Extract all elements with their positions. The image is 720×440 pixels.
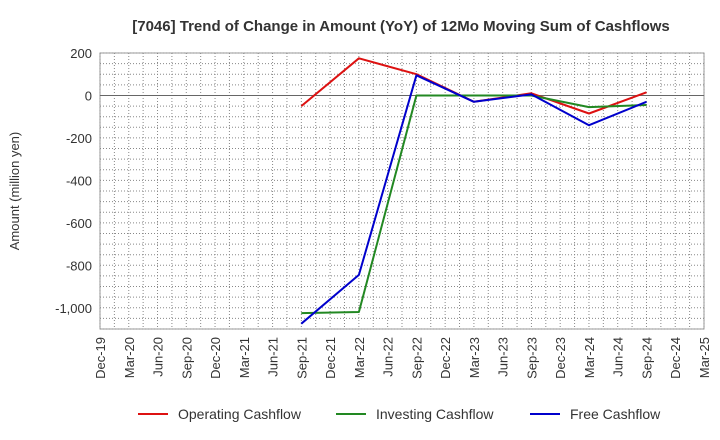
legend-label: Free Cashflow — [570, 406, 661, 422]
x-tick-label: Dec-22 — [438, 337, 453, 379]
x-tick-label: Dec-24 — [668, 337, 683, 379]
x-tick-label: Mar-25 — [697, 337, 712, 378]
x-tick-label: Sep-20 — [179, 337, 194, 379]
legend-label: Operating Cashflow — [178, 406, 302, 422]
x-tick-label: Mar-21 — [237, 337, 252, 378]
x-tick-label: Jun-23 — [496, 337, 511, 377]
x-tick-label: Jun-22 — [381, 337, 396, 377]
grid — [99, 52, 705, 330]
y-tick-label: -600 — [66, 216, 92, 231]
x-tick-label: Mar-23 — [467, 337, 482, 378]
x-tick-label: Dec-21 — [323, 337, 338, 379]
x-tick-label: Dec-20 — [208, 337, 223, 379]
chart-title: [7046] Trend of Change in Amount (YoY) o… — [132, 18, 670, 35]
y-tick-label: 200 — [70, 46, 92, 61]
x-tick-label: Jun-20 — [151, 337, 166, 377]
x-tick-label: Mar-20 — [122, 337, 137, 378]
x-tick-label: Sep-23 — [524, 337, 539, 379]
x-tick-label: Sep-21 — [294, 337, 309, 379]
legend-label: Investing Cashflow — [376, 406, 494, 422]
x-tick-label: Sep-24 — [639, 337, 654, 379]
y-axis-label: Amount (million yen) — [7, 132, 22, 251]
y-axis-ticks: 200 0 -200 -400 -600 -800 -1,000 — [55, 46, 92, 316]
y-tick-label: -200 — [66, 131, 92, 146]
x-tick-label: Mar-24 — [582, 337, 597, 378]
x-tick-label: Mar-22 — [352, 337, 367, 378]
y-tick-label: 0 — [85, 88, 92, 103]
y-tick-label: -400 — [66, 173, 92, 188]
x-tick-label: Sep-22 — [409, 337, 424, 379]
x-axis-ticks: Dec-19 Mar-20 Jun-20 Sep-20 Dec-20 Mar-21 Jun-… — [93, 337, 712, 379]
x-tick-label: Dec-19 — [93, 337, 108, 379]
x-tick-label: Jun-21 — [266, 337, 281, 377]
y-tick-label: -800 — [66, 258, 92, 273]
x-tick-label: Dec-23 — [553, 337, 568, 379]
y-tick-label: -1,000 — [55, 301, 92, 316]
x-tick-label: Jun-24 — [611, 337, 626, 377]
series-line-free-cashflow — [300, 74, 647, 325]
series-line-investing-cashflow — [301, 94, 647, 315]
series-lines — [300, 57, 647, 325]
legend: Operating Cashflow Investing Cashflow Free… — [138, 406, 661, 422]
